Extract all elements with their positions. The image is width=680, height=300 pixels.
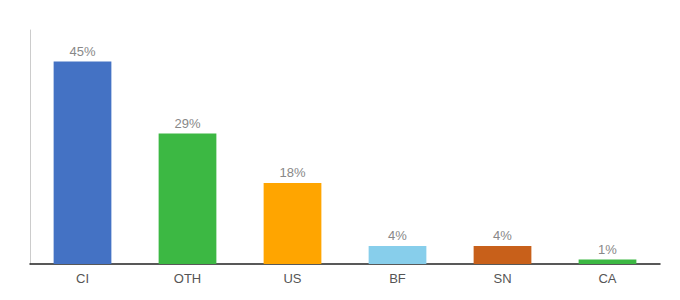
svg-text:4%: 4% — [388, 228, 407, 243]
svg-text:BF: BF — [389, 271, 406, 286]
svg-text:OTH: OTH — [174, 271, 201, 286]
svg-text:CA: CA — [598, 271, 616, 286]
svg-text:SN: SN — [493, 271, 511, 286]
svg-text:18%: 18% — [279, 165, 305, 180]
svg-text:US: US — [283, 271, 301, 286]
svg-text:1%: 1% — [598, 242, 617, 257]
svg-text:4%: 4% — [493, 228, 512, 243]
svg-text:29%: 29% — [174, 116, 200, 131]
svg-text:CI: CI — [76, 271, 89, 286]
svg-text:45%: 45% — [69, 44, 95, 59]
